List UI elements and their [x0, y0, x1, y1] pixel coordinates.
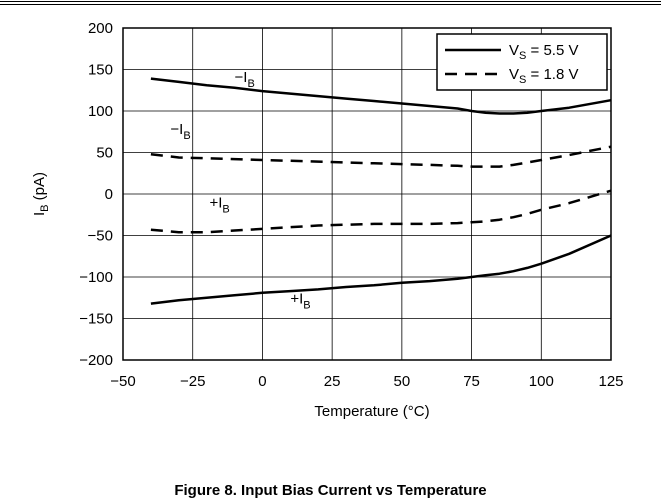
- y-tick-label: −100: [79, 269, 113, 286]
- series-line-1: [150, 77, 612, 115]
- legend: VS = 5.5 V VS = 1.8 V: [436, 33, 608, 91]
- plot-frame: [122, 27, 612, 361]
- y-axis-label-rest: (pA): [31, 172, 48, 205]
- legend-box: [436, 33, 608, 91]
- y-tick-label: −50: [88, 228, 113, 245]
- legend-label: VS = 1.8 V: [509, 66, 578, 86]
- y-tick-label: 100: [88, 103, 113, 120]
- header-rule: [0, 1, 661, 5]
- x-tick-label: 100: [529, 373, 554, 390]
- x-tick-label: −50: [110, 373, 135, 390]
- grid-lines: [123, 28, 611, 360]
- y-axis-label-main: I: [31, 212, 48, 216]
- x-tick-label: 25: [324, 373, 341, 390]
- bias-current-chart: −50 −25 0 25 50 75 100 125 200 150 100 50 0 −50 −100 −…: [31, 20, 624, 420]
- curve-annotation: +IB: [209, 194, 229, 215]
- curve-annotation: −IB: [235, 69, 255, 90]
- legend-label: VS = 5.5 V: [509, 42, 578, 62]
- series-line-4: [150, 189, 612, 234]
- series-line-2: [150, 234, 612, 305]
- y-tick-label: 50: [96, 145, 113, 162]
- y-tick-label: −150: [79, 311, 113, 328]
- y-tick-label: −200: [79, 352, 113, 369]
- y-axis-label-sub: B: [39, 205, 51, 212]
- y-tick-label: 0: [105, 186, 113, 203]
- x-tick-label: −25: [180, 373, 205, 390]
- x-tick-label: 0: [258, 373, 266, 390]
- y-tick-labels: 200 150 100 50 0 −50 −100 −150 −200: [79, 20, 113, 369]
- y-tick-label: 150: [88, 62, 113, 79]
- x-axis-label: Temperature (°C): [314, 403, 429, 420]
- curve-annotation: +IB: [290, 291, 310, 312]
- series-line-3: [150, 145, 612, 168]
- curve-annotation: −IB: [170, 121, 190, 142]
- series-lines: [150, 77, 612, 305]
- y-axis-label: IB (pA): [31, 172, 51, 216]
- x-tick-label: 50: [394, 373, 411, 390]
- curve-annotations: −IB −IB +IB +IB: [170, 69, 310, 312]
- y-tick-label: 200: [88, 20, 113, 37]
- figure-caption: Figure 8. Input Bias Current vs Temperat…: [174, 482, 487, 499]
- x-tick-label: 75: [463, 373, 480, 390]
- x-tick-label: 125: [598, 373, 623, 390]
- x-tick-labels: −50 −25 0 25 50 75 100 125: [110, 373, 623, 390]
